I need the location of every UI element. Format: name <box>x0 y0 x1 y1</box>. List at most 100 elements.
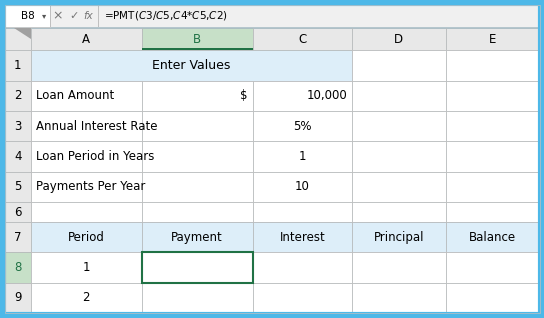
Bar <box>5 81 30 111</box>
Text: Payments Per Year: Payments Per Year <box>36 180 145 193</box>
Bar <box>142 283 253 313</box>
Bar <box>30 81 142 111</box>
Bar <box>446 202 539 222</box>
Bar <box>30 51 352 81</box>
Bar <box>30 202 142 222</box>
Bar <box>352 172 446 202</box>
Text: =PMT($C$3/$C$5,$C$4*$C$5,$C$2): =PMT($C$3/$C$5,$C$4*$C$5,$C$2) <box>104 10 228 23</box>
Bar <box>352 141 446 172</box>
Text: A: A <box>82 33 90 46</box>
Bar <box>446 111 539 141</box>
Text: 4: 4 <box>14 150 22 163</box>
Polygon shape <box>14 28 30 39</box>
Bar <box>142 202 253 222</box>
Text: 10,000: 10,000 <box>306 89 347 102</box>
Bar <box>352 202 446 222</box>
Bar <box>446 81 539 111</box>
Bar <box>253 81 352 111</box>
Text: 1: 1 <box>299 150 306 163</box>
Text: Payment: Payment <box>171 231 223 244</box>
Bar <box>253 202 352 222</box>
Bar <box>5 141 30 172</box>
Text: 2: 2 <box>14 89 22 102</box>
Text: fx: fx <box>83 11 93 21</box>
Bar <box>5 202 30 222</box>
Bar <box>253 141 352 172</box>
Bar <box>352 222 446 252</box>
Text: 2: 2 <box>83 291 90 304</box>
Bar <box>352 81 446 111</box>
Text: 10: 10 <box>295 180 310 193</box>
Bar <box>253 111 352 141</box>
Bar <box>5 252 30 283</box>
Bar <box>446 51 539 81</box>
Bar <box>352 252 446 283</box>
Bar <box>5 5 539 27</box>
Bar <box>5 222 30 252</box>
Bar <box>30 141 142 172</box>
Bar <box>446 28 539 51</box>
Text: 3: 3 <box>14 120 22 133</box>
Text: ▾: ▾ <box>42 11 46 20</box>
Text: ✓: ✓ <box>69 11 79 21</box>
Bar <box>352 51 446 81</box>
Bar <box>5 5 50 27</box>
Text: E: E <box>489 33 496 46</box>
Text: Period: Period <box>68 231 104 244</box>
Bar <box>446 252 539 283</box>
Text: B: B <box>193 33 201 46</box>
Bar <box>142 111 253 141</box>
Bar <box>446 172 539 202</box>
Text: $: $ <box>240 89 248 102</box>
Text: 5: 5 <box>14 180 22 193</box>
Bar <box>446 222 539 252</box>
Bar <box>142 48 253 51</box>
Text: 8: 8 <box>14 261 22 274</box>
Bar <box>98 5 99 27</box>
Bar <box>142 252 253 283</box>
Bar <box>5 51 30 81</box>
Bar <box>5 111 30 141</box>
Text: C: C <box>298 33 306 46</box>
Bar <box>253 28 352 51</box>
Text: ×: × <box>53 10 63 23</box>
Text: Principal: Principal <box>374 231 424 244</box>
Bar <box>446 283 539 313</box>
Bar <box>253 222 352 252</box>
Bar <box>30 172 142 202</box>
Text: Loan Period in Years: Loan Period in Years <box>36 150 154 163</box>
Bar <box>352 28 446 51</box>
Text: 1: 1 <box>83 261 90 274</box>
Bar <box>352 111 446 141</box>
Text: 6: 6 <box>14 205 22 218</box>
Bar <box>142 172 253 202</box>
Bar <box>30 222 142 252</box>
Bar <box>446 141 539 172</box>
Text: Enter Values: Enter Values <box>152 59 231 72</box>
Bar <box>30 252 142 283</box>
Bar <box>142 81 253 111</box>
Bar <box>142 141 253 172</box>
Text: ($1,027.71): ($1,027.71) <box>163 261 232 274</box>
Bar <box>253 283 352 313</box>
Bar <box>30 28 142 51</box>
Text: Interest: Interest <box>280 231 325 244</box>
Bar <box>30 283 142 313</box>
Bar <box>352 283 446 313</box>
Text: B8: B8 <box>21 11 34 21</box>
Text: Loan Amount: Loan Amount <box>36 89 114 102</box>
Bar <box>5 172 30 202</box>
Bar <box>50 5 51 27</box>
Bar <box>142 28 253 51</box>
Bar <box>30 111 142 141</box>
Text: 5%: 5% <box>293 120 312 133</box>
Text: 9: 9 <box>14 291 22 304</box>
Bar <box>253 172 352 202</box>
Text: Balance: Balance <box>469 231 516 244</box>
Text: Annual Interest Rate: Annual Interest Rate <box>36 120 157 133</box>
Bar <box>253 252 352 283</box>
Bar <box>5 283 30 313</box>
Bar <box>142 222 253 252</box>
Bar <box>5 28 30 51</box>
Text: 1: 1 <box>14 59 22 72</box>
